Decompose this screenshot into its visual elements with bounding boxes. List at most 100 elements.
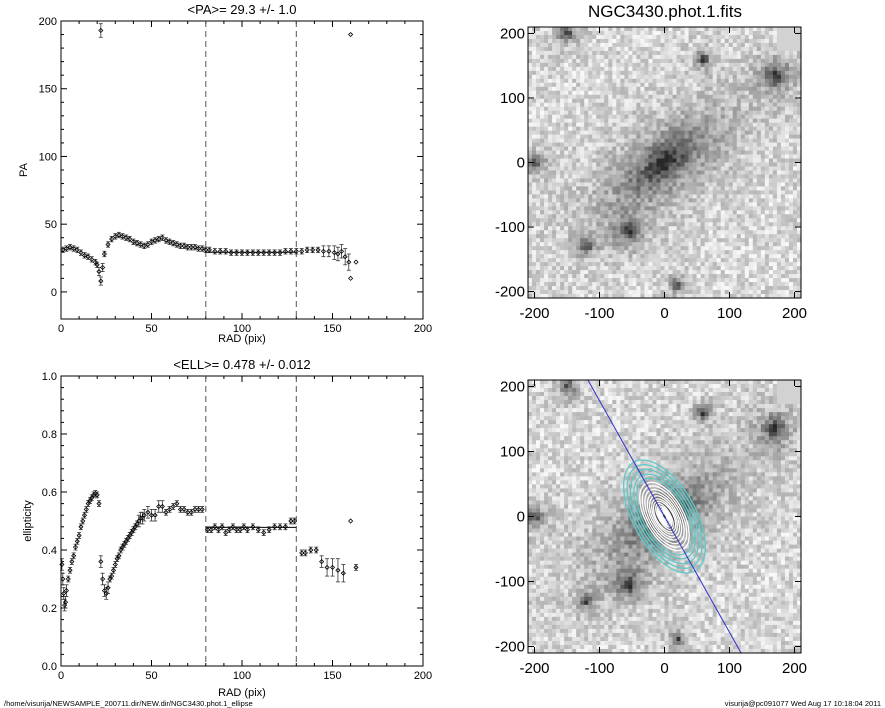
image-pixel (576, 78, 581, 84)
image-pixel (692, 62, 697, 68)
image-pixel (752, 282, 758, 287)
image-pixel (760, 258, 766, 263)
image-pixel (780, 90, 786, 96)
image-pixel (740, 142, 746, 147)
image-pixel (740, 42, 746, 48)
image-pixel (552, 222, 557, 227)
image-pixel (536, 254, 541, 259)
image-pixel (756, 110, 762, 115)
image-pixel (532, 122, 537, 127)
image-pixel (652, 166, 657, 171)
image-pixel (564, 202, 569, 207)
image-pixel (548, 226, 553, 231)
image-pixel (776, 234, 782, 239)
image-pixel (736, 242, 742, 247)
image-pixel (684, 134, 689, 139)
image-pixel (772, 74, 778, 80)
image-pixel (772, 62, 778, 68)
image-pixel (612, 38, 617, 44)
image-pixel (684, 266, 689, 271)
image-pixel (528, 34, 533, 40)
image-pixel (528, 250, 533, 255)
image-pixel (644, 162, 649, 167)
pa-data-point (348, 275, 354, 281)
image-pixel (536, 278, 541, 283)
image-pixel (788, 122, 794, 127)
image-pixel (664, 206, 669, 211)
image-pixel (588, 106, 593, 111)
image-pixel (552, 166, 557, 171)
image-pixel (660, 238, 665, 243)
image-pixel (608, 230, 613, 235)
image-pixel (768, 290, 774, 295)
image-pixel (756, 246, 762, 251)
image-pixel (684, 158, 689, 163)
image-pixel (712, 182, 717, 187)
image-pixel (620, 126, 625, 131)
image-pixel (568, 202, 573, 207)
image-pixel (552, 106, 557, 111)
image-pixel (580, 146, 585, 151)
image-pixel (668, 250, 673, 255)
image-pixel (552, 122, 557, 127)
image-pixel (708, 30, 713, 36)
image-pixel (608, 98, 613, 104)
image-pixel (528, 182, 533, 187)
image-pixel (568, 110, 573, 115)
image-pixel (604, 230, 609, 235)
image-pixel (736, 254, 742, 259)
image-pixel (756, 258, 762, 263)
image-pixel (708, 66, 713, 72)
image-pixel (764, 62, 770, 68)
image-pixel (648, 54, 653, 60)
image-pixel (764, 258, 770, 263)
image-pixel (580, 94, 585, 100)
image-pixel (548, 294, 553, 299)
image-pixel (732, 66, 738, 72)
image-pixel (596, 198, 601, 203)
image-pixel (788, 218, 794, 223)
image-pixel (560, 286, 565, 291)
image-pixel (576, 286, 581, 291)
image-pixel (636, 198, 641, 203)
image-pixel (648, 34, 653, 40)
image-pixel (684, 226, 689, 231)
image-pixel (748, 78, 754, 84)
image-pixel (536, 66, 541, 72)
image-pixel (708, 258, 713, 263)
image-pixel (600, 182, 605, 187)
image-pixel (600, 90, 605, 96)
image-pixel (592, 130, 597, 135)
image-pixel (644, 54, 649, 60)
image-pixel (564, 190, 569, 195)
image-pixel (680, 170, 685, 175)
image-pixel (556, 290, 561, 295)
image-pixel (572, 166, 577, 171)
image-pixel (772, 106, 778, 111)
image-pixel (768, 66, 774, 72)
image-pixel (672, 218, 677, 223)
image-pixel (704, 178, 709, 183)
image-pixel (728, 186, 734, 191)
image-pixel (544, 50, 549, 56)
image-pixel (632, 254, 637, 259)
image-pixel (548, 290, 553, 295)
image-pixel (784, 138, 790, 143)
image-pixel (624, 202, 629, 207)
image-pixel (672, 86, 677, 92)
image-pixel (608, 278, 613, 283)
image-pixel (704, 50, 709, 56)
image-pixel (728, 146, 734, 151)
image-pixel (784, 98, 790, 104)
image-pixel (684, 286, 689, 291)
image-pixel (664, 182, 669, 187)
image-pixel (596, 246, 601, 251)
image-pixel (728, 106, 734, 111)
image-pixel (756, 106, 762, 111)
image-pixel (628, 118, 633, 123)
image-pixel (588, 294, 593, 299)
image-pixel (704, 86, 709, 92)
image-pixel (744, 190, 750, 195)
image-pixel (564, 42, 569, 48)
image-pixel (744, 58, 750, 64)
